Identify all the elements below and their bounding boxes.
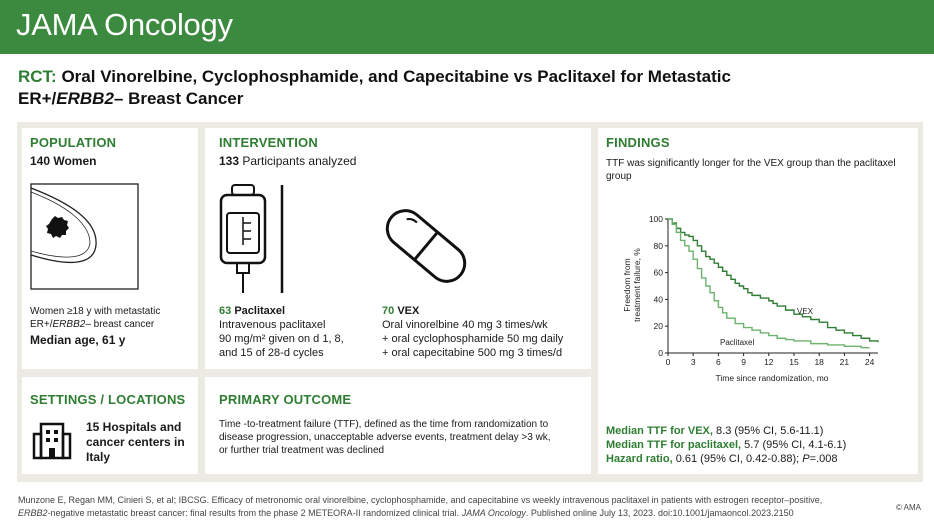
y-axis-label-2: treatment failure, %: [632, 248, 642, 322]
intervention-card: [205, 128, 591, 369]
settings-text: 15 Hospitals and cancer centers in Italy: [86, 420, 185, 464]
x-tick-label: 15: [789, 357, 799, 367]
findings-summary: TTF was significantly longer for the VEX…: [606, 158, 896, 182]
x-axis-label: Time since randomization, mo: [715, 373, 828, 383]
x-tick-label: 24: [865, 357, 875, 367]
findings-results: Median TTF for VEX, 8.3 (95% CI, 5.6-11.…: [606, 425, 847, 465]
population-heading: POPULATION: [30, 135, 117, 150]
title-line1: Oral Vinorelbine, Cyclophosphamide, and …: [61, 67, 731, 86]
series-label-vex: VEX: [797, 307, 814, 316]
outcome-heading: PRIMARY OUTCOME: [219, 392, 352, 407]
hospital-building-icon: [32, 422, 72, 460]
population-count: 140 Women: [30, 154, 97, 168]
paclitaxel-arm: 63 Paclitaxel Intravenous paclitaxel 90 …: [219, 305, 344, 359]
settings-heading: SETTINGS / LOCATIONS: [30, 392, 186, 407]
title-prefix: RCT:: [18, 67, 57, 86]
y-tick-label: 100: [649, 214, 663, 224]
journal-header: JAMA Oncology: [0, 0, 934, 54]
series-line-paclitaxel: [668, 218, 870, 349]
y-tick-label: 20: [654, 321, 664, 331]
x-tick-label: 18: [814, 357, 824, 367]
y-tick-label: 40: [654, 294, 664, 304]
copyright: © AMA: [896, 503, 922, 512]
x-tick-label: 0: [666, 357, 671, 367]
journal-name: JAMA Oncology: [16, 7, 233, 42]
vex-arm: 70 VEX Oral vinorelbine 40 mg 3 times/wk…: [382, 305, 564, 359]
participants-analyzed: 133 Participants analyzed: [219, 154, 357, 168]
x-tick-label: 9: [741, 357, 746, 367]
x-tick-label: 3: [691, 357, 696, 367]
iv-bag-icon: [219, 184, 284, 293]
page-title: RCT: Oral Vinorelbine, Cyclophosphamide,…: [18, 67, 731, 108]
citation: Munzone E, Regan MM, Cinieri S, et al; I…: [18, 495, 823, 518]
series-label-paclitaxel: Paclitaxel: [720, 338, 754, 347]
x-tick-label: 6: [716, 357, 721, 367]
median-age: Median age, 61 y: [30, 333, 126, 347]
y-tick-label: 80: [654, 241, 664, 251]
intervention-heading: INTERVENTION: [219, 135, 318, 150]
y-axis-label-1: Freedom from: [622, 258, 632, 311]
breast-icon: [30, 183, 139, 290]
y-tick-label: 60: [654, 268, 664, 278]
outcome-card: [205, 377, 591, 474]
pill-capsule-icon: [385, 209, 467, 283]
x-tick-label: 12: [764, 357, 774, 367]
findings-heading: FINDINGS: [606, 135, 670, 150]
x-tick-label: 21: [840, 357, 850, 367]
series-line-vex: [668, 218, 879, 343]
outcome-text: Time -to-treatment failure (TTF), define…: [219, 419, 551, 456]
findings-card: [598, 128, 918, 474]
y-tick-label: 0: [658, 348, 663, 358]
population-desc: Women ≥18 y with metastatic ER+/ERBB2– b…: [30, 306, 161, 330]
